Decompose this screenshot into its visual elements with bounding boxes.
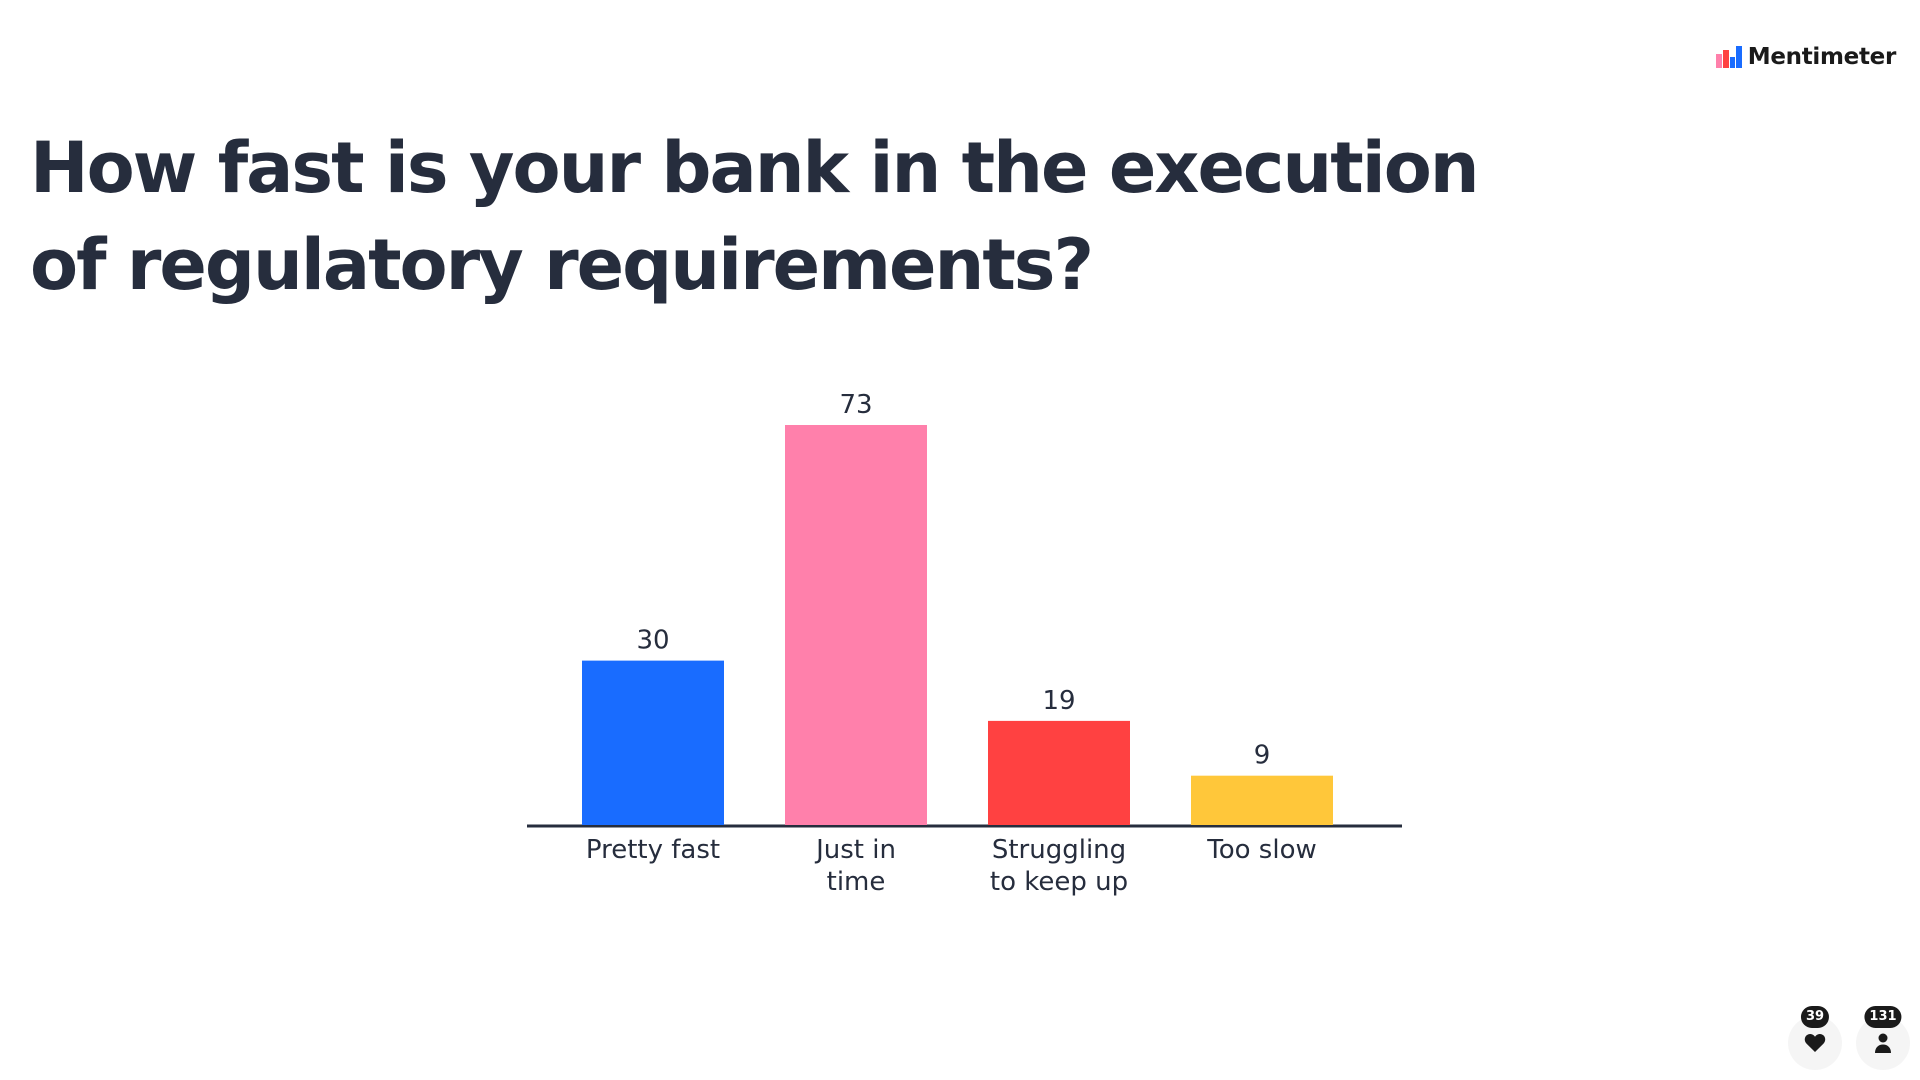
participants-counter[interactable]: 131 <box>1856 1006 1910 1070</box>
category-label-3: Too slow <box>1206 835 1316 865</box>
reactions-counter[interactable]: 39 <box>1788 1006 1842 1070</box>
mentimeter-logo-icon <box>1715 46 1742 68</box>
brand-name: Mentimeter <box>1747 44 1897 70</box>
brand: Mentimeter <box>1715 44 1897 70</box>
bar-value-label-0: 30 <box>636 626 669 656</box>
bar-0 <box>582 660 724 825</box>
category-label-2-line-1: to keep up <box>990 867 1128 897</box>
participants-count-badge: 131 <box>1864 1006 1902 1028</box>
bar-1 <box>785 425 927 825</box>
bar-value-label-1: 73 <box>839 390 872 420</box>
question-title: How fast is your bank in the execution o… <box>30 127 1480 306</box>
category-label-0: Pretty fast <box>586 835 720 865</box>
heart-icon <box>1804 1033 1826 1052</box>
bar-2 <box>988 720 1130 825</box>
category-label-2-line-0: Struggling <box>992 835 1126 865</box>
reactions-count-badge: 39 <box>1800 1006 1830 1028</box>
category-label-1-line-1: time <box>827 867 886 897</box>
person-icon <box>1875 1033 1891 1053</box>
category-label-1-line-0: Just in <box>814 835 896 865</box>
results-bar-chart: 30 Pretty fast 73 Just in time 19 Struggling to… <box>520 360 1420 920</box>
bar-3 <box>1191 775 1333 825</box>
bar-value-label-2: 19 <box>1042 686 1075 716</box>
bar-value-label-3: 9 <box>1254 741 1271 771</box>
audience-counters: 39 131 <box>1788 1006 1910 1070</box>
